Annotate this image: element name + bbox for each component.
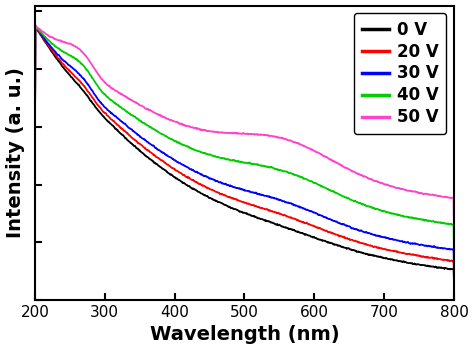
Y-axis label: Intensity (a. u.): Intensity (a. u.) xyxy=(6,67,25,238)
40 V xyxy=(362,203,368,207)
20 V xyxy=(439,258,445,262)
30 V xyxy=(439,246,445,250)
40 V xyxy=(225,157,231,161)
Line: 20 V: 20 V xyxy=(35,27,454,277)
0 V xyxy=(439,266,445,270)
0 V xyxy=(362,252,368,256)
20 V xyxy=(225,195,231,199)
30 V xyxy=(225,183,231,187)
20 V xyxy=(54,54,59,58)
30 V xyxy=(33,25,38,29)
50 V xyxy=(439,195,445,199)
30 V xyxy=(451,268,457,272)
Legend: 0 V, 20 V, 30 V, 40 V, 50 V: 0 V, 20 V, 30 V, 40 V, 50 V xyxy=(354,13,447,134)
50 V xyxy=(451,237,457,241)
Line: 30 V: 30 V xyxy=(35,27,454,270)
30 V xyxy=(54,51,59,56)
20 V xyxy=(236,198,242,203)
0 V xyxy=(32,133,38,138)
50 V xyxy=(32,133,38,137)
20 V xyxy=(33,25,38,29)
20 V xyxy=(32,134,38,138)
50 V xyxy=(33,23,38,28)
50 V xyxy=(439,195,445,199)
40 V xyxy=(236,160,242,164)
40 V xyxy=(54,45,59,49)
0 V xyxy=(54,56,59,61)
40 V xyxy=(33,23,38,28)
0 V xyxy=(451,280,457,284)
50 V xyxy=(54,37,59,42)
0 V xyxy=(33,24,38,28)
50 V xyxy=(236,132,242,136)
20 V xyxy=(451,275,457,279)
40 V xyxy=(32,133,38,137)
40 V xyxy=(439,221,445,225)
0 V xyxy=(236,209,242,213)
Line: 0 V: 0 V xyxy=(35,26,454,282)
40 V xyxy=(439,221,445,225)
30 V xyxy=(439,246,445,250)
30 V xyxy=(236,187,242,191)
30 V xyxy=(362,230,368,235)
Line: 40 V: 40 V xyxy=(35,26,454,255)
20 V xyxy=(439,258,445,262)
X-axis label: Wavelength (nm): Wavelength (nm) xyxy=(150,326,339,344)
40 V xyxy=(451,253,457,257)
0 V xyxy=(439,266,445,270)
50 V xyxy=(362,175,368,179)
Line: 50 V: 50 V xyxy=(35,26,454,239)
20 V xyxy=(362,242,368,246)
0 V xyxy=(225,204,231,208)
30 V xyxy=(32,134,38,138)
50 V xyxy=(225,131,231,135)
